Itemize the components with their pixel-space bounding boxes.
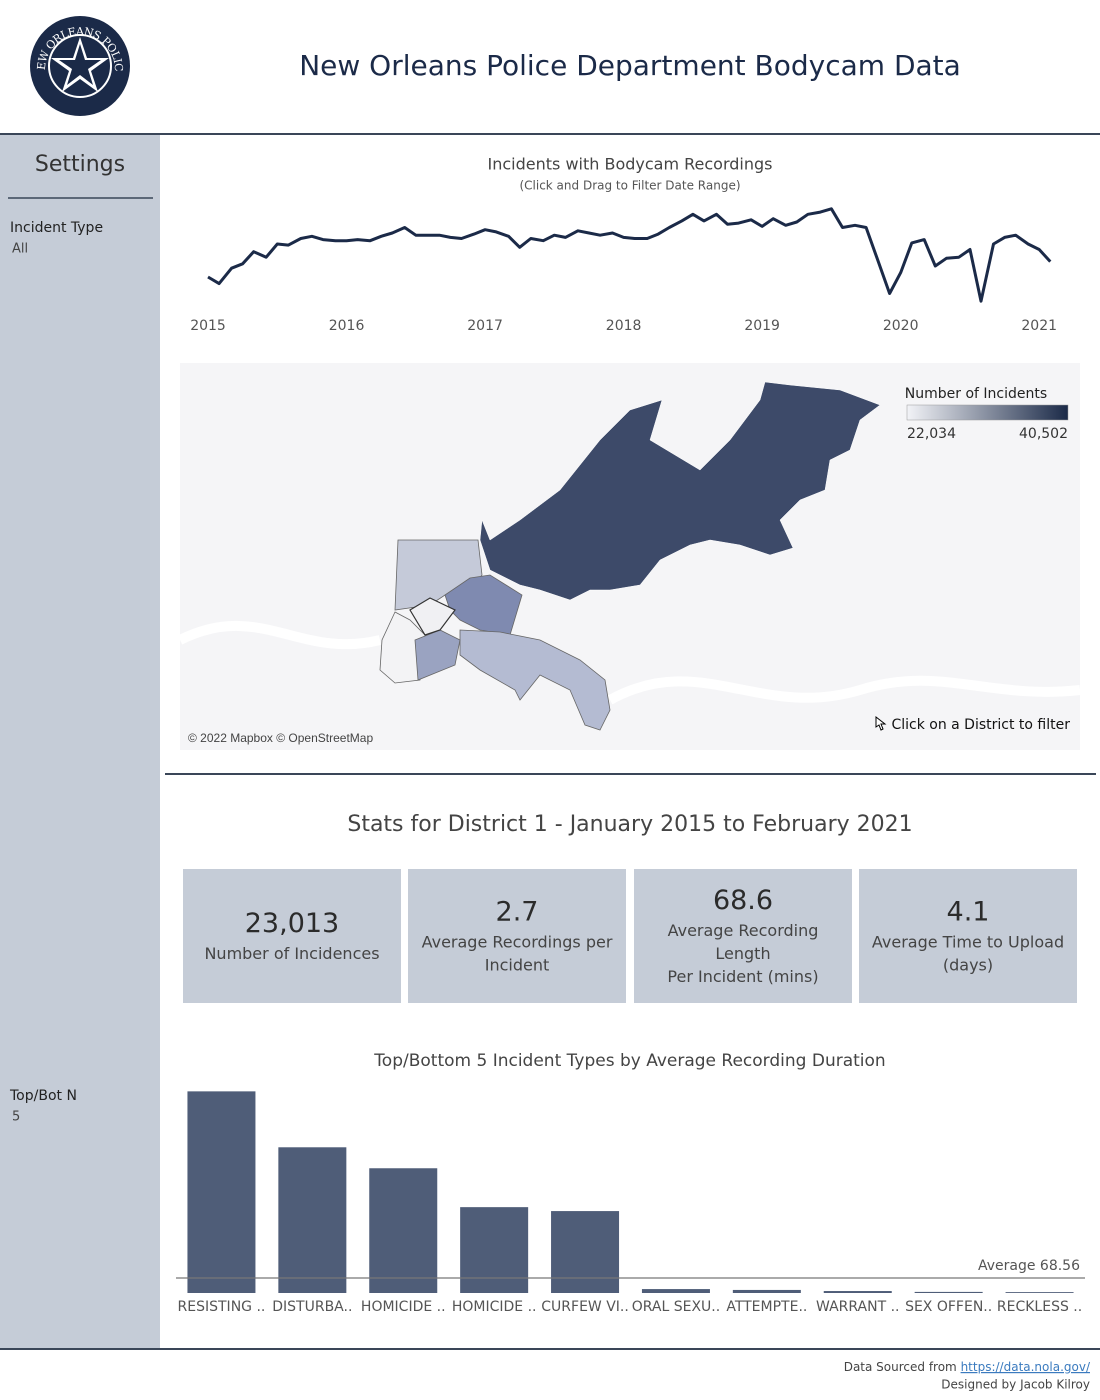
x-tick-label: 2015 [190, 318, 226, 334]
logo-star-inner [59, 44, 101, 85]
filter-label: Top/Bot N [9, 1088, 77, 1104]
stat-card [859, 869, 1077, 1003]
legend-gradient [906, 404, 1069, 421]
x-tick-label: ORAL SEXU.. [632, 1299, 720, 1315]
sidebar-title: Settings [35, 152, 125, 177]
x-tick-label: ATTEMPTE.. [726, 1299, 807, 1315]
x-tick-label: RESISTING .. [178, 1299, 266, 1315]
bar [914, 1291, 983, 1293]
stat-card [634, 869, 852, 1003]
line-title: Incidents with Bodycam Recordings [488, 155, 773, 174]
x-tick-label: WARRANT .. [816, 1299, 900, 1315]
bar [278, 1147, 347, 1293]
stat-value: 2.7 [496, 897, 539, 928]
district[interactable] [409, 597, 456, 636]
logo: NEW ORLEANS POLICE [0, 0, 130, 116]
bar [369, 1168, 438, 1293]
logo-ring [48, 34, 112, 98]
stat-value: 4.1 [947, 897, 990, 928]
x-tick-label: 2019 [744, 318, 780, 334]
x-tick-label: RECKLESS .. [997, 1299, 1082, 1315]
x-tick-label: HOMICIDE .. [361, 1299, 446, 1315]
stat-label: Length [715, 944, 770, 963]
stat-label: Average Recording [668, 921, 819, 940]
bar [460, 1207, 529, 1293]
stat-label: Incident [485, 956, 550, 975]
stat-label: Average Recordings per [422, 933, 613, 952]
bar [1005, 1292, 1074, 1293]
source-link[interactable]: https://data.nola.gov/ [961, 1360, 1091, 1374]
x-tick-label: 2017 [467, 318, 503, 334]
bar [823, 1291, 892, 1293]
x-tick-label: CURFEW VI.. [541, 1299, 629, 1315]
reference-value: 68.56 [1040, 1258, 1080, 1274]
legend-max: 40,502 [1019, 426, 1068, 442]
x-tick-label: 2016 [329, 318, 365, 334]
stats-title: Stats for District 1 - January 2015 to F… [347, 812, 912, 837]
reference-label: Average 68.56 [978, 1258, 1080, 1274]
filter-value[interactable]: 5 [12, 1110, 20, 1125]
line-subtitle: (Click and Drag to Filter Date Range) [519, 179, 740, 193]
sidebar [0, 135, 160, 1348]
stat-label: Number of Incidences [204, 944, 379, 963]
stat-label: Per Incident (mins) [667, 967, 818, 986]
filter-value[interactable]: All [12, 242, 28, 257]
bar [732, 1289, 801, 1293]
stat-card [183, 869, 401, 1003]
bar-title: Top/Bottom 5 Incident Types by Average R… [373, 1051, 885, 1071]
stat-card [408, 869, 626, 1003]
x-tick-label: 2018 [606, 318, 642, 334]
stat-label: (days) [943, 956, 993, 975]
filter-label: Incident Type [10, 220, 103, 236]
district[interactable] [459, 629, 611, 731]
x-tick-label: SEX OFFEN.. [905, 1299, 992, 1315]
reference-name: Average [978, 1258, 1036, 1274]
stat-value: 23,013 [245, 908, 339, 939]
source-prefix: Data Sourced from [844, 1360, 957, 1374]
stat-value: 68.6 [713, 885, 773, 916]
map[interactable]: Number of Incidents 22,034 40,502 © 2022… [177, 363, 1081, 750]
bar [551, 1211, 620, 1293]
bar [187, 1091, 256, 1293]
x-tick-label: 2020 [883, 318, 919, 334]
legend-title: Number of Incidents [905, 386, 1047, 402]
cursor-icon [875, 715, 887, 731]
page-title: New Orleans Police Department Bodycam Da… [299, 49, 961, 82]
footer-source: Data Sourced from https://data.nola.gov/ [844, 1360, 1091, 1374]
map-hint: Click on a District to filter [891, 717, 1070, 733]
river [177, 620, 382, 650]
stat-label: Average Time to Upload [872, 933, 1064, 952]
district[interactable] [479, 381, 881, 601]
river [607, 675, 1081, 705]
legend-min: 22,034 [907, 426, 956, 442]
footer-credit: Designed by Jacob Kilroy [941, 1378, 1090, 1392]
x-tick-label: DISTURBA.. [272, 1299, 352, 1315]
bar [641, 1289, 710, 1293]
map-attribution: © 2022 Mapbox © OpenStreetMap [188, 731, 373, 745]
x-tick-label: HOMICIDE .. [452, 1299, 537, 1315]
line-series [207, 207, 1052, 303]
x-tick-label: 2021 [1021, 318, 1057, 334]
